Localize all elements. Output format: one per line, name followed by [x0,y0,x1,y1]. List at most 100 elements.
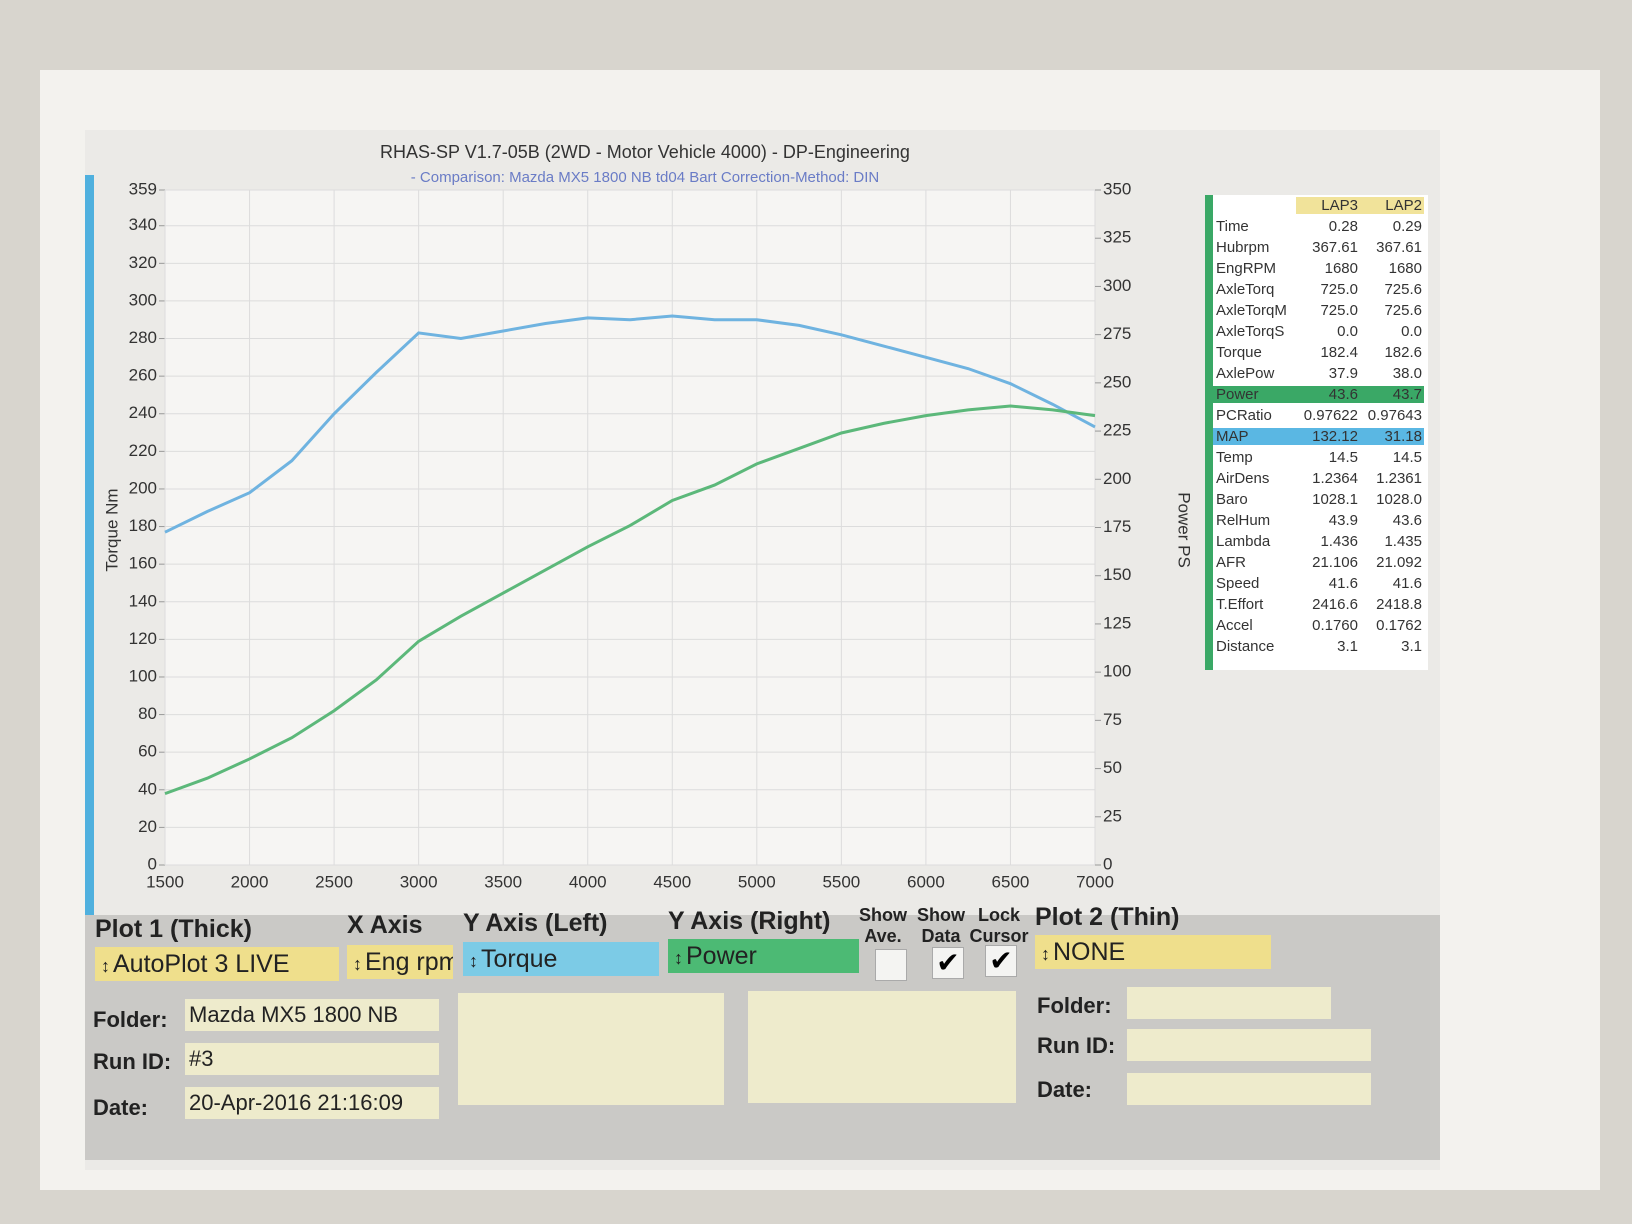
plot2-select[interactable]: NONE [1035,935,1271,969]
x-tick-label: 7000 [1076,872,1114,891]
table-cell: 38.0 [1392,365,1422,382]
table-cell: PCRatio [1216,407,1272,424]
table-cell: Lambda [1216,533,1271,550]
data-table: LAP3 LAP2 Time 0.28 0.29 Hubrpm 367.61 367.61 En… [1205,195,1428,670]
table-cell: AxleTorqS [1216,323,1285,340]
date-field: 20-Apr-2016 21:16:09 [185,1087,439,1119]
header-cell: LAP3 [1296,197,1360,214]
table-row: PCRatio 0.97622 0.97643 [1213,405,1428,426]
y2-tick-label: 325 [1103,228,1131,247]
y2-tick-label: 100 [1103,662,1131,681]
y-tick-label: 160 [129,554,157,573]
table-row: AxleTorq 725.0 725.6 [1213,279,1428,300]
y2-tick-label: 75 [1103,710,1122,729]
table-cell: 725.6 [1384,302,1422,319]
x-tick-label: 4500 [653,872,691,891]
table-cell: 1.435 [1384,533,1422,550]
table-header: LAP3 LAP2 [1213,195,1428,216]
table-cell: 725.0 [1320,281,1358,298]
y2-tick-label: 175 [1103,517,1131,536]
table-cell: 0.97643 [1367,407,1422,424]
run-field [1127,1029,1371,1061]
table-row: RelHum 43.9 43.6 [1213,510,1428,531]
y2-tick-label: 350 [1103,179,1131,198]
y-tick-label: 120 [129,629,157,648]
y-tick-label: 100 [129,666,157,685]
y2-tick-label: 25 [1103,806,1122,825]
table-cell: 14.5 [1328,449,1358,466]
table-cell: 725.0 [1320,302,1358,319]
table-row: Distance 3.1 3.1 [1213,636,1428,657]
table-row: Accel 0.1760 0.1762 [1213,615,1428,636]
y-tick-label: 20 [138,817,157,836]
table-cell: 182.4 [1320,344,1358,361]
table-cell: 0.29 [1392,218,1422,235]
y-right-select[interactable]: Power [668,939,859,973]
series-line [164,404,1096,796]
table-cell: 0.28 [1328,218,1358,235]
x-tick-label: 3500 [484,872,522,891]
table-row: AFR 21.106 21.092 [1213,552,1428,573]
label: Show Data [917,905,965,946]
table-cell: 132.12 [1296,428,1360,445]
y2-axis-label: Power PS [1175,492,1194,568]
table-cell: 43.7 [1360,386,1424,403]
y-tick-label: 320 [129,253,157,272]
info-box [458,993,724,1105]
table-cell: 1028.0 [1376,491,1422,508]
plot1-select[interactable]: AutoPlot 3 LIVE [95,947,339,981]
table-cell: 1680 [1388,260,1422,277]
y2-tick-label: 275 [1103,324,1131,343]
y2-tick-label: 200 [1103,469,1131,488]
table-cell: 1.2364 [1312,470,1358,487]
table-row: Temp 14.5 14.5 [1213,447,1428,468]
table-cell: 43.6 [1392,512,1422,529]
lock-cursor-checkbox[interactable]: ✔ [985,945,1017,977]
table-cell: 41.6 [1392,575,1422,592]
table-cell: 41.6 [1328,575,1358,592]
label: Y Axis (Left) [463,909,608,937]
table-row: AxleTorqM 725.0 725.6 [1213,300,1428,321]
y2-tick-label: 150 [1103,565,1131,584]
table-cell: 3.1 [1401,638,1422,655]
y-tick-label: 260 [129,366,157,385]
label: Folder: [1037,993,1112,1018]
table-row: MAP 132.12 31.18 [1213,426,1428,447]
table-cell: Accel [1216,617,1253,634]
table-cell: 0.1760 [1312,617,1358,634]
x-tick-label: 1500 [146,872,184,891]
table-cell: Time [1216,218,1249,235]
y2-tick-label: 300 [1103,276,1131,295]
y-axis-label: Torque Nm [102,488,121,571]
table-row: Torque 182.4 182.6 [1213,342,1428,363]
table-row: AirDens 1.2364 1.2361 [1213,468,1428,489]
control-panel: Plot 1 (Thick) X Axis Y Axis (Left) Y Ax… [85,903,1440,1160]
y-tick-label: 300 [129,290,157,309]
x-tick-label: 5500 [822,872,860,891]
show-data-checkbox[interactable]: ✔ [932,947,964,979]
x-tick-label: 4000 [569,872,607,891]
table-cell: 1028.1 [1312,491,1358,508]
header-cell: LAP2 [1360,197,1424,214]
series-line [164,314,1096,534]
table-cell: RelHum [1216,512,1271,529]
x-axis-select[interactable]: Eng rpm [347,945,453,979]
show-ave-checkbox[interactable] [875,949,907,981]
y-tick-label: 280 [129,328,157,347]
table-cell: Power [1213,386,1296,403]
table-row: AxleTorqS 0.0 0.0 [1213,321,1428,342]
label: Folder: [93,1007,168,1032]
table-cell: 367.61 [1376,239,1422,256]
y-tick-label: 40 [138,779,157,798]
table-cell: AirDens [1216,470,1270,487]
table-cell: MAP [1213,428,1296,445]
folder-field: Mazda MX5 1800 NB [185,999,439,1031]
table-cell: 725.6 [1384,281,1422,298]
label: Y Axis (Right) [668,907,831,935]
y-tick-label: 180 [129,516,157,535]
table-cell: AxleTorq [1216,281,1275,298]
info-box [748,991,1016,1103]
table-cell: 1680 [1324,260,1358,277]
y-left-select[interactable]: Torque [463,942,659,976]
